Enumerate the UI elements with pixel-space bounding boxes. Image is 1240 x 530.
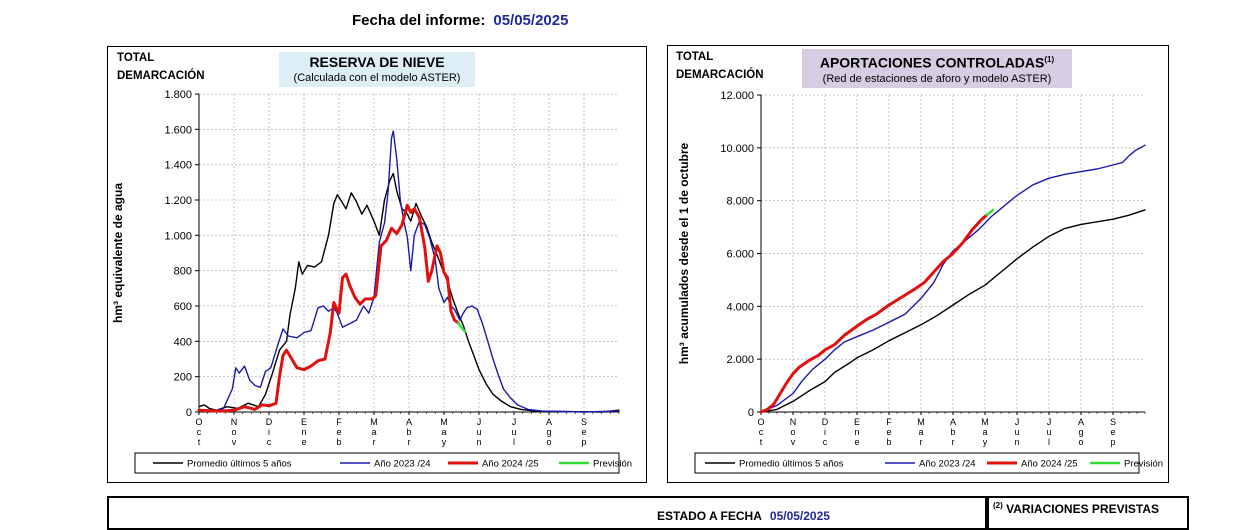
- inflow-legend: Promedio últimos 5 años Año 2023 /24 Año 2…: [694, 452, 1163, 474]
- inflow-title-box: APORTACIONES CONTROLADAS(1) (Red de esta…: [802, 49, 1072, 88]
- snow-y-tick-label: 200: [174, 372, 192, 384]
- inflow-y-tick-label: 10.000: [720, 143, 754, 155]
- snow-reserve-chart: 0 200 400 600 800 1.000 1.200 1.400 1.600 1.800 O c…: [111, 89, 632, 474]
- inflow-y-tick-label: 6.000: [726, 249, 754, 261]
- inflow-legend-label-promedio: Promedio últimos 5 años: [739, 459, 844, 470]
- variations-heading: (2) VARIACIONES PREVISTAS: [993, 501, 1160, 516]
- snow-y-tick-label: 1.600: [164, 124, 192, 136]
- inflow-y-axis-label: hm³ acumulados desde el 1 de octubre: [677, 142, 691, 364]
- inflow-legend-label-prevision: Previsión: [1124, 459, 1163, 470]
- controlled-inflows-chart: 0 2.000 4.000 6.000 8.000 10.000 12.000 O c t N o v D…: [677, 90, 1163, 474]
- snow-chart-title: RESERVA DE NIEVE: [309, 54, 445, 70]
- status-heading: ESTADO A FECHA 05/05/2025: [657, 509, 830, 523]
- snow-y-tick-label: 1.400: [164, 160, 192, 172]
- snow-y-tick-label: 0: [186, 407, 192, 419]
- inflow-corner-label: TOTAL DEMARCACIÓN: [676, 48, 764, 84]
- inflow-title-note: (1): [1044, 55, 1055, 64]
- inflow-y-tick-label: 12.000: [720, 90, 754, 102]
- snow-gridlines: [199, 93, 619, 412]
- report-date-label: Fecha del informe:: [352, 12, 486, 29]
- snow-title-box: RESERVA DE NIEVE (Calculada con el model…: [279, 52, 475, 87]
- inflow-corner-line2: DEMARCACIÓN: [676, 69, 764, 81]
- inflow-gridlines: [761, 94, 1145, 412]
- inflow-chart-subtitle: (Red de estaciones de aforo y modelo AST…: [822, 72, 1052, 85]
- inflow-series-promedio: [760, 209, 1146, 413]
- snow-y-tick-label: 1.800: [164, 89, 192, 101]
- snow-y-tick-label: 400: [174, 336, 192, 348]
- inflow-legend-label-y2023: Año 2023 /24: [919, 459, 976, 470]
- inflow-y-tick-label: 0: [748, 407, 754, 419]
- inflow-y-tick-label: 4.000: [726, 301, 754, 313]
- snow-legend-label-y2024: Año 2024 /25: [482, 459, 539, 470]
- report-date: Fecha del informe: 05/05/2025: [352, 12, 568, 29]
- snow-legend-box: [134, 452, 620, 474]
- snow-corner-line2: DEMARCACIÓN: [117, 70, 205, 82]
- inflow-corner-line1: TOTAL: [676, 51, 714, 63]
- snow-y-tick-label: 800: [174, 266, 192, 278]
- snow-legend-label-y2023: Año 2023 /24: [374, 459, 431, 470]
- snow-y-axis-label: hm³ equivalente de agua: [111, 183, 125, 323]
- inflow-legend-box: [694, 452, 1140, 474]
- snow-legend: Promedio últimos 5 años Año 2023 /24 Año 2…: [134, 452, 632, 474]
- snow-y-tick-label: 1.200: [164, 195, 192, 207]
- inflow-series-prevision: [985, 208, 995, 217]
- snow-series-prevision: [456, 321, 467, 333]
- snow-corner-line1: TOTAL: [117, 52, 155, 64]
- snow-series-promedio: [198, 172, 620, 413]
- report-date-value: 05/05/2025: [493, 12, 569, 29]
- snow-y-tick-label: 600: [174, 301, 192, 313]
- bottom-table-left: [107, 496, 605, 530]
- inflow-y-tick-label: 8.000: [726, 196, 754, 208]
- bottom-table-variations: (2) VARIACIONES PREVISTAS: [987, 496, 1189, 530]
- inflow-legend-label-y2024: Año 2024 /25: [1021, 459, 1078, 470]
- inflow-y-tick-label: 2.000: [726, 354, 754, 366]
- inflow-series-y2024: [759, 213, 989, 414]
- snow-series-y2023: [198, 130, 620, 413]
- snow-y-tick-label: 1.000: [164, 230, 192, 242]
- snow-legend-label-prevision: Previsión: [593, 459, 632, 470]
- inflow-chart-title: APORTACIONES CONTROLADAS(1): [819, 54, 1055, 71]
- bottom-table-status: ESTADO A FECHA 05/05/2025: [601, 496, 987, 530]
- snow-legend-label-promedio: Promedio últimos 5 años: [187, 459, 292, 470]
- snow-corner-label: TOTAL DEMARCACIÓN: [117, 49, 205, 85]
- inflow-series-y2023: [760, 144, 1146, 413]
- snow-chart-subtitle: (Calculada con el modelo ASTER): [293, 72, 461, 84]
- snow-series-y2024: [197, 203, 460, 413]
